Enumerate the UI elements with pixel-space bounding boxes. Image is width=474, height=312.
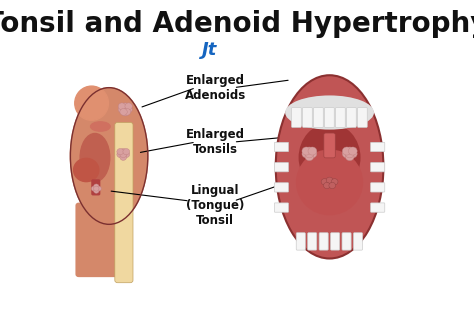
Circle shape — [118, 103, 126, 110]
Circle shape — [329, 183, 336, 189]
Circle shape — [323, 183, 330, 189]
Circle shape — [321, 179, 328, 185]
Circle shape — [125, 103, 132, 110]
FancyBboxPatch shape — [325, 108, 334, 127]
Ellipse shape — [91, 122, 110, 131]
FancyBboxPatch shape — [91, 179, 100, 195]
Ellipse shape — [75, 86, 109, 120]
Ellipse shape — [296, 149, 363, 215]
FancyBboxPatch shape — [371, 163, 385, 172]
Ellipse shape — [80, 134, 110, 182]
Text: Enlarged
Tonsils: Enlarged Tonsils — [186, 128, 245, 156]
Circle shape — [302, 147, 311, 155]
Circle shape — [123, 149, 129, 155]
Circle shape — [123, 151, 129, 158]
FancyBboxPatch shape — [371, 142, 385, 152]
Circle shape — [91, 186, 97, 191]
Ellipse shape — [285, 95, 374, 129]
FancyBboxPatch shape — [302, 108, 312, 127]
Circle shape — [117, 151, 124, 158]
Circle shape — [120, 154, 127, 160]
FancyBboxPatch shape — [274, 203, 289, 212]
Circle shape — [302, 150, 311, 158]
FancyBboxPatch shape — [274, 183, 289, 192]
FancyBboxPatch shape — [371, 203, 385, 212]
Circle shape — [308, 147, 317, 155]
Circle shape — [123, 109, 131, 115]
Circle shape — [305, 147, 314, 155]
FancyBboxPatch shape — [296, 233, 305, 250]
FancyBboxPatch shape — [324, 133, 335, 158]
Circle shape — [121, 109, 129, 116]
Text: Tonsil and Adenoid Hypertrophy: Tonsil and Adenoid Hypertrophy — [0, 10, 474, 38]
FancyBboxPatch shape — [274, 163, 289, 172]
Circle shape — [93, 188, 99, 193]
FancyBboxPatch shape — [115, 122, 133, 283]
Circle shape — [305, 153, 314, 161]
Ellipse shape — [276, 75, 383, 259]
Ellipse shape — [299, 123, 361, 192]
Circle shape — [346, 147, 354, 155]
FancyBboxPatch shape — [342, 233, 351, 250]
Ellipse shape — [73, 158, 99, 182]
Circle shape — [117, 149, 124, 155]
Circle shape — [308, 150, 317, 158]
Circle shape — [326, 177, 333, 183]
FancyBboxPatch shape — [330, 233, 340, 250]
Circle shape — [305, 150, 314, 158]
Circle shape — [342, 147, 351, 155]
FancyBboxPatch shape — [336, 108, 345, 127]
FancyBboxPatch shape — [354, 233, 363, 250]
FancyBboxPatch shape — [319, 233, 328, 250]
Circle shape — [93, 186, 99, 191]
Circle shape — [118, 106, 126, 113]
Circle shape — [346, 150, 354, 158]
FancyBboxPatch shape — [292, 108, 301, 127]
FancyBboxPatch shape — [313, 108, 323, 127]
Circle shape — [348, 147, 357, 155]
Circle shape — [96, 186, 101, 191]
Circle shape — [121, 103, 129, 110]
Circle shape — [120, 109, 128, 115]
Text: Enlarged
Adenoids: Enlarged Adenoids — [184, 74, 246, 102]
Circle shape — [125, 106, 132, 113]
Ellipse shape — [71, 88, 148, 224]
FancyBboxPatch shape — [274, 142, 289, 152]
Circle shape — [93, 184, 99, 189]
FancyBboxPatch shape — [371, 183, 385, 192]
FancyBboxPatch shape — [75, 202, 126, 277]
Text: Lingual
(Tongue)
Tonsil: Lingual (Tongue) Tonsil — [186, 184, 244, 227]
Circle shape — [121, 106, 129, 113]
Circle shape — [342, 150, 351, 158]
FancyBboxPatch shape — [308, 233, 317, 250]
Text: Jt: Jt — [202, 41, 218, 59]
Circle shape — [120, 149, 127, 155]
FancyBboxPatch shape — [357, 108, 367, 127]
Circle shape — [348, 150, 357, 158]
Circle shape — [346, 153, 354, 161]
FancyBboxPatch shape — [346, 108, 356, 127]
Circle shape — [120, 151, 127, 158]
Circle shape — [331, 179, 338, 185]
